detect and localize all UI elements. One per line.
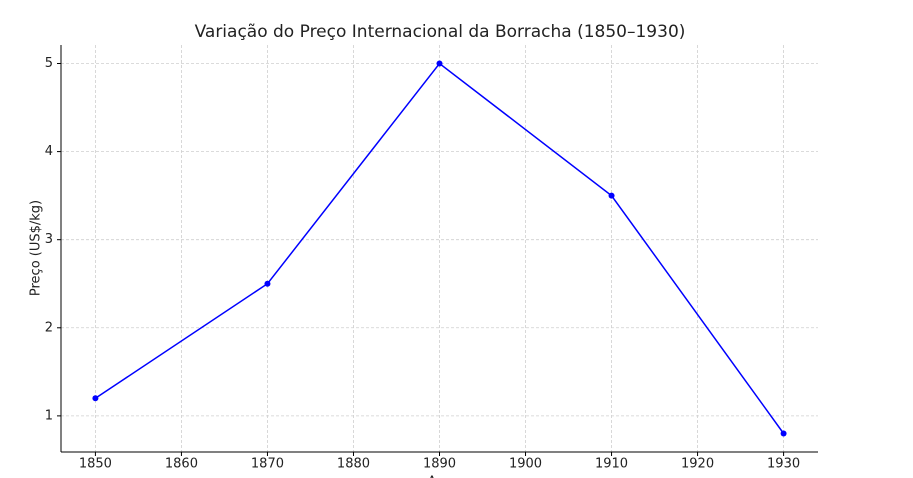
data-point [780, 430, 787, 437]
x-tick-label: 1910 [595, 457, 628, 472]
y-tick-label: 4 [45, 144, 53, 159]
x-tick-label: 1890 [423, 457, 456, 472]
data-point [264, 280, 271, 287]
data-point [92, 395, 99, 402]
y-axis-label: Preço (US$/kg) [29, 200, 44, 296]
x-tick-label: 1870 [251, 457, 284, 472]
y-tick-label: 2 [45, 320, 53, 335]
data-point [436, 60, 443, 67]
x-axis-label: Ano [427, 475, 452, 478]
x-tick-label: 1860 [165, 457, 198, 472]
data-point [608, 192, 615, 199]
y-tick-label: 5 [45, 56, 53, 71]
x-tick-label: 1880 [337, 457, 370, 472]
y-tick-label: 3 [45, 232, 53, 247]
x-tick-label: 1920 [681, 457, 714, 472]
x-tick-label: 1930 [767, 457, 800, 472]
x-tick-label: 1850 [79, 457, 112, 472]
x-tick-label: 1900 [509, 457, 542, 472]
chart-title: Variação do Preço Internacional da Borra… [195, 22, 686, 42]
y-tick-label: 1 [45, 408, 53, 423]
